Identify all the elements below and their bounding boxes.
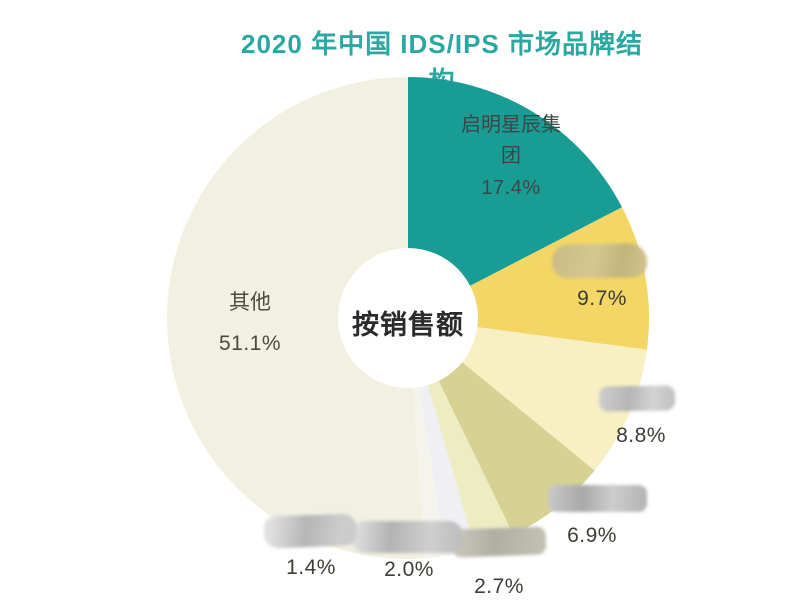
slice-pct-others: 51.1% xyxy=(218,332,282,355)
redacted-brand-label-3 xyxy=(598,385,676,412)
slice-pct-brand-4: 6.9% xyxy=(567,524,617,547)
redacted-brand-label-4 xyxy=(548,485,647,512)
slice-label-others-text: 其他 xyxy=(229,291,271,314)
slice-pct-brand-2: 9.7% xyxy=(577,287,627,310)
pie-slice-brand-4 xyxy=(408,318,595,535)
slice-pct-brand-3: 8.8% xyxy=(616,424,666,447)
pie-slice-qimingxingchen xyxy=(408,77,623,318)
redacted-brand-label-7 xyxy=(263,513,358,549)
donut-center-label: 按销售额 xyxy=(352,310,464,340)
redacted-brand-label-6 xyxy=(352,521,462,553)
redacted-brand-label-2 xyxy=(551,243,648,279)
redacted-brand-label-5 xyxy=(451,526,547,558)
slice-label-others: 其他 51.1% xyxy=(200,291,300,356)
pie-slice-others xyxy=(166,76,425,559)
slice-label-line2: 团 xyxy=(501,145,521,167)
slice-label-line1: 启明星辰集 xyxy=(461,114,561,136)
slice-pct-brand-5: 2.7% xyxy=(474,575,524,598)
slice-pct-brand-6: 2.0% xyxy=(384,558,434,581)
pie-slice-brand-3 xyxy=(408,318,647,471)
slice-pct-brand-7: 1.4% xyxy=(286,556,336,579)
donut-hole xyxy=(338,248,478,388)
slice-label-qimingxingchen: 启明星辰集 团 17.4% xyxy=(449,110,573,204)
slice-pct-qimingxingchen: 17.4% xyxy=(481,177,541,199)
